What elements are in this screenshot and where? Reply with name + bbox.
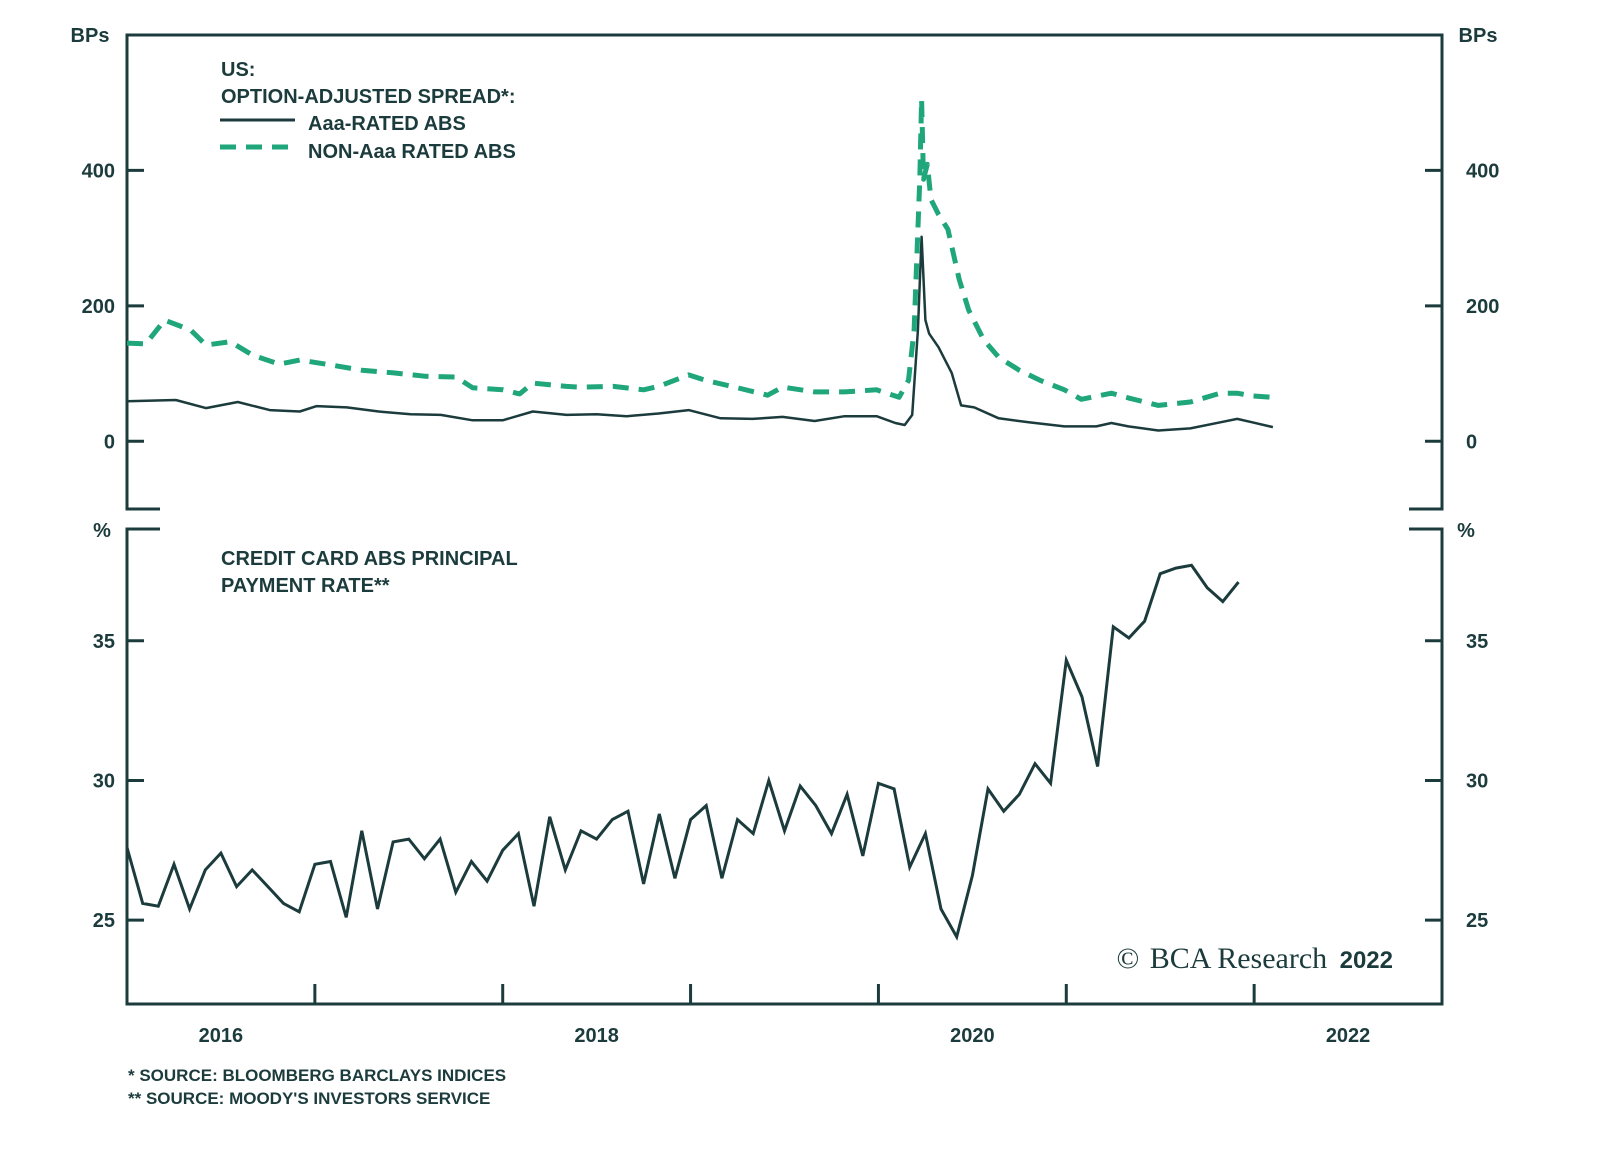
top-y-right-tick-label: 0 bbox=[1466, 431, 1477, 453]
legend-label-aaa: Aaa-RATED ABS bbox=[308, 113, 466, 135]
x-tick-label: 2022 bbox=[1326, 1025, 1371, 1047]
x-tick-label: 2016 bbox=[199, 1025, 244, 1047]
top-y-right-tick-label: 400 bbox=[1466, 160, 1499, 182]
bottom-y-left-tick-label: 25 bbox=[93, 910, 115, 932]
top-y-right-tick-label: 200 bbox=[1466, 296, 1499, 318]
top-right-unit-label: BPs bbox=[1459, 25, 1498, 47]
top-left-unit-label: BPs bbox=[71, 25, 110, 47]
bottom-y-right-tick-label: 35 bbox=[1466, 631, 1488, 653]
top-title-line1: US: bbox=[221, 59, 255, 81]
series-lines bbox=[125, 96, 1274, 941]
copyright: © BCA Research 2022 bbox=[1116, 942, 1393, 975]
legend-label-non-aaa: NON-Aaa RATED ABS bbox=[308, 141, 516, 163]
bottom-right-unit-label: % bbox=[1457, 520, 1475, 542]
bottom-title-line2: PAYMENT RATE** bbox=[221, 575, 390, 597]
copyright-brand: BCA Research bbox=[1150, 942, 1327, 975]
non-aaa-spread-line bbox=[126, 96, 1274, 408]
bottom-y-right-tick-label: 30 bbox=[1466, 770, 1488, 792]
bottom-y-right-tick-label: 25 bbox=[1466, 910, 1488, 932]
x-tick-label: 2020 bbox=[950, 1025, 995, 1047]
top-y-left-tick-label: 400 bbox=[82, 160, 115, 182]
copyright-year: 2022 bbox=[1340, 947, 1393, 974]
aaa-spread-line bbox=[126, 235, 1274, 432]
x-tick-label: 2018 bbox=[574, 1025, 619, 1047]
footnote-1: * SOURCE: BLOOMBERG BARCLAYS INDICES bbox=[128, 1066, 506, 1085]
copyright-symbol: © bbox=[1116, 942, 1139, 975]
top-y-left-tick-label: 0 bbox=[104, 431, 115, 453]
top-y-left-tick-label: 200 bbox=[82, 296, 115, 318]
bottom-y-left-tick-label: 35 bbox=[93, 631, 115, 653]
bottom-y-left-tick-label: 30 bbox=[93, 770, 115, 792]
top-panel-frame bbox=[125, 33, 1444, 511]
top-title-line2: OPTION-ADJUSTED SPREAD*: bbox=[221, 86, 515, 108]
bottom-panel-frame bbox=[125, 527, 1444, 1006]
axis-ticks: 0 0 200 200 400 400 25 25 30 30 35 35 2016 2018 2020 20… bbox=[82, 160, 1500, 1047]
bottom-left-unit-label: % bbox=[93, 520, 111, 542]
bottom-title-line1: CREDIT CARD ABS PRINCIPAL bbox=[221, 548, 518, 570]
panel-frames bbox=[125, 33, 1444, 1006]
payment-rate-line bbox=[125, 563, 1240, 941]
footnote-2: ** SOURCE: MOODY'S INVESTORS SERVICE bbox=[128, 1089, 490, 1108]
